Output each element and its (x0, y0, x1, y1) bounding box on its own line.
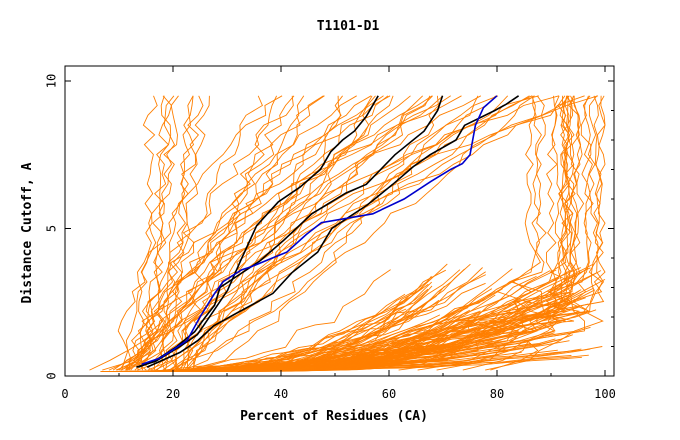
background-model-curve (121, 95, 158, 371)
background-model-curve (164, 95, 324, 371)
series-line-model-black-2 (136, 95, 379, 368)
background-model-curve (183, 346, 603, 373)
background-model-curve (125, 95, 570, 371)
background-model-curve (102, 95, 194, 371)
y-tick-label: 10 (45, 74, 59, 88)
background-model-curve (174, 95, 539, 371)
background-model-curve (125, 95, 195, 371)
series-line-model-black-3 (146, 95, 520, 368)
x-tick-label: 80 (490, 387, 504, 401)
background-model-curves (89, 95, 606, 373)
y-tick-label: 5 (45, 225, 59, 232)
background-model-curve (172, 95, 535, 371)
background-model-curve (252, 95, 537, 371)
background-model-curve (160, 95, 560, 371)
background-model-curve (154, 95, 376, 371)
highlighted-model-curves (136, 95, 520, 368)
x-tick-label: 20 (166, 387, 180, 401)
background-model-curve (103, 274, 486, 373)
plot-frame (64, 65, 615, 377)
background-model-curve (156, 95, 325, 371)
background-model-curve (132, 95, 263, 371)
x-tick-label: 0 (61, 387, 68, 401)
background-model-curve (485, 95, 606, 371)
background-model-curve (100, 308, 407, 373)
y-axis-label: Distance Cutoff, A (20, 162, 35, 303)
series-line-model-black-1 (138, 95, 444, 368)
chart-title: T1101-D1 (317, 19, 380, 34)
background-model-curve (137, 95, 482, 371)
background-model-curve (184, 95, 533, 371)
background-model-curve (165, 95, 433, 371)
background-model-curve (177, 95, 499, 371)
background-model-curve (125, 95, 294, 371)
series-line-model-blue (141, 95, 498, 365)
x-axis-label: Percent of Residues (CA) (240, 409, 428, 424)
background-model-curve (135, 354, 478, 373)
background-model-curve (168, 95, 341, 371)
background-model-curve (138, 95, 357, 371)
background-model-curve (149, 318, 478, 373)
background-model-curve (151, 95, 384, 371)
background-model-curve (315, 95, 605, 371)
x-tick-label: 100 (594, 387, 616, 401)
background-model-curve (187, 95, 439, 371)
background-model-curve (147, 95, 373, 371)
background-model-curve (127, 95, 172, 371)
background-model-curve (301, 95, 574, 371)
background-model-curve (184, 95, 479, 371)
background-model-curve (148, 290, 429, 373)
background-model-curve (120, 269, 571, 373)
background-model-curve (227, 95, 542, 371)
background-model-curve (134, 95, 278, 371)
background-model-curve (89, 95, 173, 371)
x-tick-label: 60 (382, 387, 396, 401)
background-model-curve (130, 95, 372, 371)
x-tick-label: 40 (274, 387, 288, 401)
background-model-curve (117, 95, 283, 371)
axes: 0 20 40 60 80 100 0 5 10 (45, 65, 616, 401)
background-model-curve (196, 95, 563, 371)
background-model-curve (125, 95, 179, 371)
background-model-curve (140, 95, 411, 371)
background-model-curve (112, 269, 391, 373)
y-tick-label: 0 (45, 372, 59, 379)
background-model-curve (417, 95, 606, 371)
